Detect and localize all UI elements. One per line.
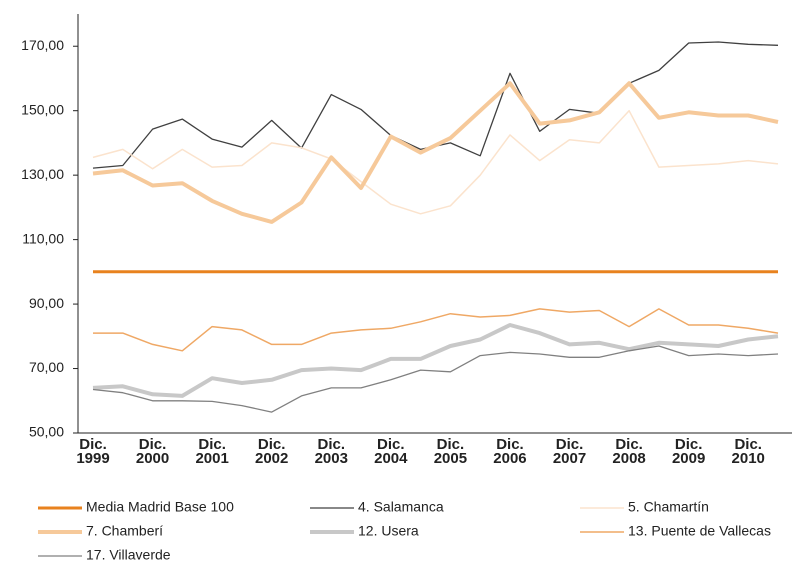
x-tick-label: Dic. 2007 (552, 436, 587, 467)
x-tick-label: Dic. 2010 (731, 436, 765, 467)
x-tick-label: Dic. 2003 (314, 436, 348, 467)
y-tick-label: 50,00 (29, 424, 64, 440)
legend-label: 5. Chamartín (628, 499, 709, 515)
legend-label: 12. Usera (358, 523, 419, 539)
series-line (92, 323, 779, 398)
y-tick-label: 90,00 (29, 295, 64, 311)
series-line (92, 345, 779, 413)
x-tick-label: Dic. 2006 (493, 436, 527, 467)
legend-label: 7. Chamberí (86, 523, 163, 539)
series-line (92, 109, 779, 215)
x-tick-label: Dic. 2009 (671, 436, 706, 467)
x-tick-label: Dic. 2000 (135, 436, 170, 467)
legend-label: 17. Villaverde (86, 547, 171, 563)
x-tick-label: Dic. 1999 (76, 436, 110, 467)
x-tick-label: Dic. 2004 (374, 436, 408, 467)
legend-label: 13. Puente de Vallecas (628, 523, 771, 539)
legend-label: 4. Salamanca (358, 499, 444, 515)
series-line (93, 308, 779, 352)
x-tick-label: Dic. 2008 (612, 436, 646, 467)
x-tick-label: Dic. 2002 (255, 436, 289, 467)
x-tick-label: Dic. 2005 (433, 436, 468, 467)
series-line (92, 41, 779, 169)
legend-label: Media Madrid Base 100 (86, 499, 234, 515)
y-tick-label: 110,00 (22, 230, 64, 246)
y-tick-label: 70,00 (29, 359, 64, 375)
series-line (92, 81, 779, 224)
x-tick-label: Dic. 2001 (195, 436, 229, 467)
y-tick-label: 170,00 (21, 37, 64, 53)
y-tick-label: 150,00 (21, 101, 64, 117)
y-tick-label: 130,00 (21, 166, 64, 182)
